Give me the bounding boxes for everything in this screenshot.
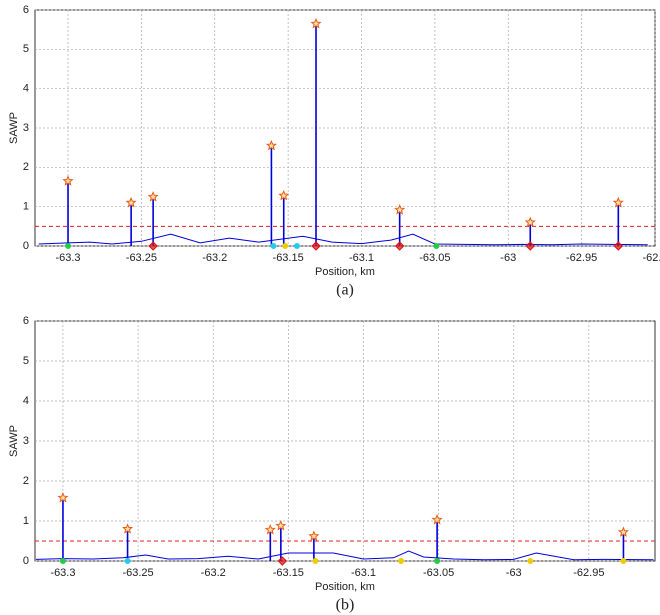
- y-tick-label: 3: [23, 435, 29, 447]
- y-tick-label: 1: [23, 201, 29, 213]
- event-marker: [124, 558, 131, 564]
- event-marker: [434, 558, 441, 564]
- signal-baseline: [38, 233, 648, 246]
- x-tick-label: -63.15: [273, 567, 304, 579]
- peak-marker: [431, 513, 443, 525]
- x-tick-label: -62.95: [566, 252, 597, 264]
- peak-marker: [617, 526, 629, 537]
- y-tick-label: 3: [23, 122, 29, 134]
- peak-marker: [125, 196, 137, 208]
- x-tick-label: -63.2: [201, 567, 226, 579]
- x-axis-label: Position, km: [315, 266, 375, 278]
- peak-marker: [278, 189, 290, 201]
- peak-marker: [275, 519, 287, 531]
- peak-marker: [62, 175, 74, 186]
- x-tick-label: -63: [506, 567, 522, 579]
- plot: 0 1 2 3 4 5 6 -63.3 -63.25 -63.2 -63.15 -63.1 -63.05…: [8, 315, 656, 614]
- x-tick-label: -63.25: [126, 252, 157, 264]
- peak-marker: [310, 18, 322, 29]
- y-tick-label: 6: [23, 315, 29, 327]
- x-tick-label: -63.3: [55, 252, 80, 264]
- x-axis-label: Position, km: [315, 581, 375, 593]
- event-marker: [59, 558, 66, 564]
- peak-marker: [394, 203, 406, 215]
- event-marker: [525, 241, 535, 251]
- y-tick-label: 2: [23, 475, 29, 487]
- plot: 0 1 2 3 4 5 6 -63.3 -63.25 -63.2 -63.15 -63.1 -63.05…: [8, 4, 660, 299]
- x-tick-label: -63.1: [351, 567, 376, 579]
- event-marker: [527, 558, 534, 564]
- y-tick-label: 4: [23, 395, 29, 407]
- event-marker: [311, 241, 321, 251]
- y-tick-label: 2: [23, 161, 29, 173]
- x-tick-label: -63.05: [419, 252, 450, 264]
- x-tick-label: -62.9: [642, 252, 660, 264]
- y-tick-label: 6: [23, 4, 29, 16]
- event-marker: [65, 243, 72, 249]
- y-tick-label: 0: [23, 555, 29, 567]
- event-marker: [148, 241, 158, 251]
- peak-marker: [265, 139, 277, 151]
- event-marker: [620, 558, 627, 564]
- x-tick-label: -63.1: [349, 252, 374, 264]
- y-axis-label: SAWP: [8, 425, 20, 457]
- x-tick-label: -62.95: [573, 567, 604, 579]
- event-marker: [433, 243, 440, 249]
- x-tick-label: -63.05: [423, 567, 454, 579]
- x-tick-label: -63: [500, 252, 516, 264]
- event-marker: [394, 241, 405, 251]
- caption: (b): [336, 597, 355, 614]
- event-marker: [282, 243, 289, 249]
- peak-marker: [308, 530, 320, 541]
- peak-marker: [612, 196, 624, 208]
- y-tick-label: 1: [23, 515, 29, 527]
- peak-marker: [264, 523, 276, 535]
- x-tick-label: -63.15: [273, 252, 304, 264]
- event-marker: [293, 243, 300, 249]
- event-marker: [270, 243, 277, 249]
- y-tick-label: 5: [23, 43, 29, 55]
- x-tick-label: -63.3: [50, 567, 75, 579]
- y-tick-label: 5: [23, 355, 29, 367]
- peak-marker: [524, 216, 536, 228]
- x-tick-label: -63.25: [122, 567, 153, 579]
- event-marker: [613, 241, 624, 251]
- event-marker: [312, 558, 319, 564]
- peak-marker: [147, 190, 159, 202]
- peak-marker: [57, 491, 69, 503]
- event-marker: [398, 558, 405, 564]
- y-tick-label: 4: [23, 83, 29, 95]
- caption: (a): [336, 282, 354, 299]
- y-tick-label: 0: [23, 240, 29, 252]
- peak-marker: [122, 523, 134, 534]
- event-marker: [277, 556, 288, 566]
- signal-baseline: [35, 550, 654, 561]
- y-axis-label: SAWP: [8, 112, 20, 144]
- x-tick-label: -63.2: [202, 252, 227, 264]
